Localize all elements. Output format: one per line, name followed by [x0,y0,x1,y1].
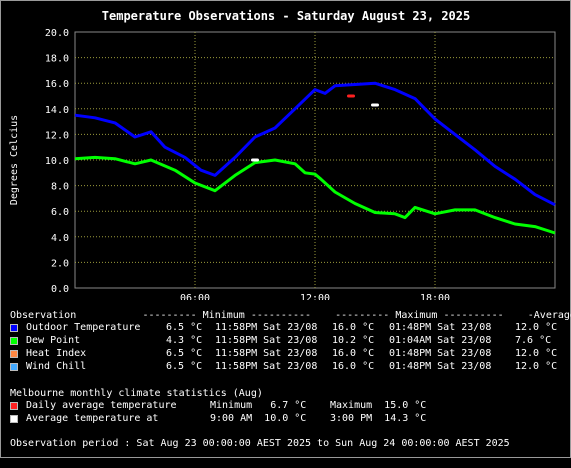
y-tick-label: 6.0 [51,207,69,218]
series-label: Heat Index [26,348,87,359]
y-tick-label: 16.0 [45,79,69,90]
max-time: 01:04AM Sat 23/08 [389,335,492,346]
min-value: 6.5 °C [166,322,203,333]
observation-period: Observation period : Sat Aug 23 00:00:00… [10,438,510,449]
x-tick-labels: 06:00 12:00 18:00 [180,293,450,300]
climate-markers [251,94,379,162]
avg-value: 12.0 °C [515,361,558,372]
climate-morning: 9:00 AM 10.0 °C [210,413,307,424]
min-time: 11:58PM Sat 23/08 [215,335,318,346]
series-label: Outdoor Temperature [26,322,141,333]
min-value: 4.3 °C [166,335,203,346]
climate-row-daily-average: Daily average temperature Minimum 6.7 °C… [10,400,426,413]
grid-lines [75,32,555,288]
min-value: 6.5 °C [166,348,203,359]
climate-label: Daily average temperature [26,400,177,411]
climate-maximum: Maximum 15.0 °C [330,400,427,411]
y-tick-label: 10.0 [45,156,69,167]
y-tick-label: 20.0 [45,28,69,39]
max-value: 16.0 °C [332,322,375,333]
min-time: 11:58PM Sat 23/08 [215,361,318,372]
max-time: 01:48PM Sat 23/08 [389,322,492,333]
series-label: Dew Point [26,335,81,346]
series-label: Wind Chill [26,361,87,372]
avg-value: 7.6 °C [515,335,552,346]
climate-header: Melbourne monthly climate statistics (Au… [10,388,263,399]
series-swatch [10,324,18,332]
max-value: 16.0 °C [332,348,375,359]
avg-value: 12.0 °C [515,348,558,359]
series-line-outdoor-temperature [74,81,556,207]
y-tick-label: 8.0 [51,182,69,193]
climate-row-average-at: Average temperature at 9:00 AM 10.0 °C 3… [10,413,426,426]
climate-label: Average temperature at [26,413,159,424]
max-value: 10.2 °C [332,335,375,346]
min-time: 11:58PM Sat 23/08 [215,322,318,333]
climate-marker [347,94,355,98]
y-axis-label: Degrees Celcius [9,115,20,205]
climate-swatch [10,415,18,423]
y-tick-label: 2.0 [51,258,69,269]
climate-marker [371,103,379,107]
series-swatch [10,337,18,345]
max-time: 01:48PM Sat 23/08 [389,348,492,359]
x-tick-label: 12:00 [300,293,330,300]
y-tick-labels: 0.0 2.0 4.0 6.0 8.0 10.0 12.0 14.0 16.0 18.0 20.0 [45,28,69,295]
y-tick-label: 12.0 [45,130,69,141]
climate-minimum: Minimum 6.7 °C [210,400,307,411]
y-tick-label: 0.0 [51,284,69,295]
climate-marker [251,158,259,162]
series-line-dew-point [74,155,556,235]
x-tick-label: 06:00 [180,293,210,300]
series-swatch [10,363,18,371]
chart-title: Temperature Observations - Saturday Augu… [102,9,470,23]
x-tick-label: 18:00 [420,293,450,300]
y-tick-label: 18.0 [45,54,69,65]
climate-afternoon: 3:00 PM 14.3 °C [330,413,427,424]
series-lines [74,81,556,235]
max-time: 01:48PM Sat 23/08 [389,361,492,372]
series-swatch [10,350,18,358]
chart-svg: Temperature Observations - Saturday Augu… [9,9,556,300]
max-value: 16.0 °C [332,361,375,372]
climate-swatch [10,402,18,410]
min-value: 6.5 °C [166,361,203,372]
y-tick-label: 14.0 [45,105,69,116]
avg-value: 12.0 °C [515,322,558,333]
y-tick-label: 4.0 [51,233,69,244]
min-time: 11:58PM Sat 23/08 [215,348,318,359]
stats-header: Observation --------- Minimum ----------… [10,310,571,321]
